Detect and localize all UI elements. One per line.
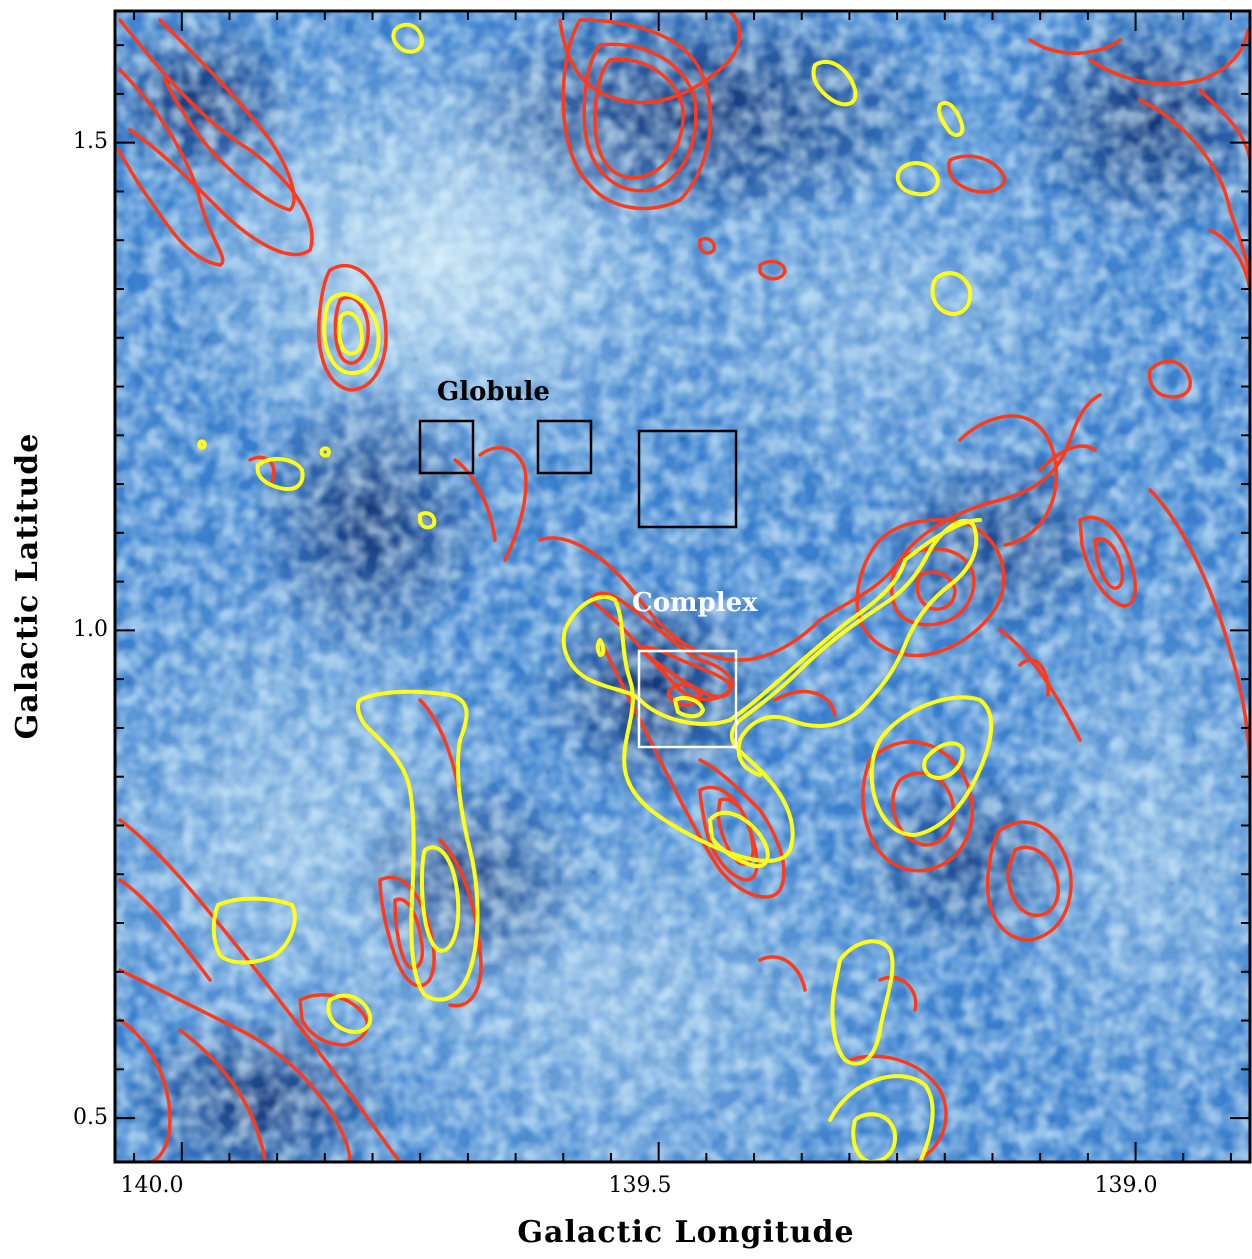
red-contour xyxy=(438,838,483,1008)
red-contour xyxy=(453,458,497,542)
red-contour xyxy=(985,820,1073,942)
yellow-contour xyxy=(869,695,994,837)
yellow-contour xyxy=(211,896,297,965)
yellow-contour xyxy=(326,993,373,1034)
yellow-contour xyxy=(851,1112,898,1162)
yellow-contour xyxy=(336,311,364,356)
red-contour xyxy=(1198,88,1250,162)
red-contour xyxy=(915,570,957,611)
y-tick-label: 0.5 xyxy=(73,1105,108,1130)
red-contour xyxy=(1078,515,1137,608)
yellow-contour xyxy=(355,689,480,1002)
red-contour xyxy=(561,18,713,211)
red-contour xyxy=(1093,537,1125,590)
red-contour xyxy=(158,18,296,212)
x-tick-label: 139.0 xyxy=(1095,1173,1158,1198)
red-contour xyxy=(698,237,717,255)
yellow-contour xyxy=(319,446,331,458)
yellow-contour xyxy=(563,518,979,863)
yellow-contour xyxy=(811,59,858,107)
yellow-contour xyxy=(322,292,381,376)
red-contour xyxy=(890,547,976,627)
yellow-contour xyxy=(638,698,732,726)
red-contour xyxy=(1148,488,1250,782)
yellow-contour xyxy=(828,1074,935,1162)
y-axis-title: Galactic Latitude xyxy=(10,433,45,740)
yellow-contour xyxy=(922,741,965,780)
red-contour xyxy=(947,154,1007,194)
red-contour xyxy=(891,771,956,847)
globule-box-2 xyxy=(536,419,593,475)
red-contour xyxy=(118,1018,172,1162)
red-contour xyxy=(116,68,225,267)
red-contour xyxy=(478,446,528,562)
yellow-contour xyxy=(595,638,606,657)
yellow-contour xyxy=(561,628,642,702)
red-contour xyxy=(118,818,402,1162)
red-contour xyxy=(1038,444,1097,472)
red-contour xyxy=(378,875,436,988)
y-tick-label: 1.5 xyxy=(73,129,108,154)
red-contour xyxy=(758,955,807,992)
red-contour xyxy=(1088,28,1250,86)
yellow-contour xyxy=(903,518,982,562)
red-contour xyxy=(317,263,388,392)
red-contour xyxy=(593,57,685,180)
red-contour xyxy=(666,682,702,707)
x-tick-label: 140.0 xyxy=(121,1173,184,1198)
red-contour xyxy=(773,689,837,717)
yellow-contour xyxy=(420,845,461,953)
yellow-contours xyxy=(197,22,994,1162)
x-tick-label: 139.5 xyxy=(609,1173,672,1198)
intensity-image xyxy=(115,11,1250,1162)
red-contour xyxy=(848,1054,948,1162)
yellow-contour xyxy=(937,101,965,138)
yellow-contour xyxy=(728,558,907,722)
red-contour xyxy=(178,1028,267,1162)
red-contour xyxy=(598,638,786,899)
y-tick-label: 1.0 xyxy=(73,617,108,642)
region-boxes xyxy=(418,419,738,749)
red-contour xyxy=(118,878,212,982)
red-contour xyxy=(958,414,1058,547)
red-contour xyxy=(878,975,918,1012)
red-contour xyxy=(118,968,352,1162)
yellow-contour xyxy=(930,271,973,316)
red-contour xyxy=(558,11,742,105)
red-contour xyxy=(298,993,369,1047)
red-contour xyxy=(582,42,698,193)
yellow-contour xyxy=(673,696,705,719)
red-contour xyxy=(998,628,1082,742)
yellow-contour xyxy=(391,22,424,54)
yellow-contour xyxy=(255,457,305,491)
red-contour xyxy=(1147,359,1192,399)
yellow-contour xyxy=(197,439,207,450)
globule-label: Globule xyxy=(437,377,550,407)
yellow-contour xyxy=(418,511,437,530)
yellow-contour xyxy=(895,161,940,197)
globule-box-3 xyxy=(637,429,738,529)
plot-frame xyxy=(113,9,1252,1164)
red-contour xyxy=(1018,658,1050,697)
red-contour xyxy=(1006,845,1060,918)
red-contour xyxy=(248,455,276,487)
red-contour xyxy=(333,295,370,365)
yellow-contour xyxy=(708,810,770,869)
red-contour xyxy=(1208,228,1250,292)
red-contour xyxy=(1028,38,1122,55)
yellow-contour xyxy=(830,939,895,1066)
complex-label: Complex xyxy=(632,588,758,618)
globule-box-1 xyxy=(418,419,475,475)
red-contour xyxy=(758,259,787,281)
complex-box xyxy=(637,649,738,749)
red-contour xyxy=(1138,98,1250,282)
axis-ticks xyxy=(115,11,1250,1162)
x-axis-title: Galactic Longitude xyxy=(517,1215,854,1250)
